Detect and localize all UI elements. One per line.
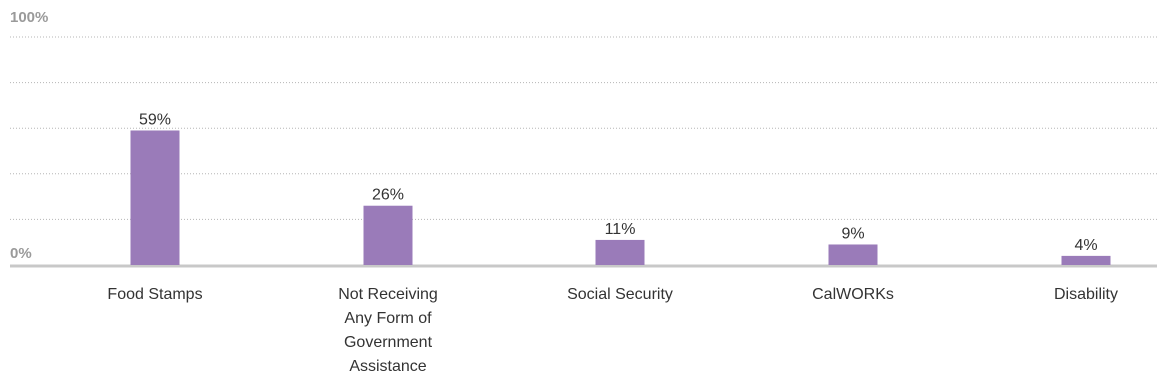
bar bbox=[828, 244, 878, 265]
category-label: Social Security bbox=[567, 286, 673, 303]
data-label: 9% bbox=[841, 225, 864, 242]
category-label: Disability bbox=[1054, 286, 1118, 303]
category-labels: Food Stamps Not Receiving Any Form of Gover… bbox=[107, 286, 1118, 375]
data-labels: 59% 26% 11% 9% 4% bbox=[139, 111, 1098, 253]
y-axis-max-label: 100% bbox=[10, 9, 48, 26]
bar bbox=[130, 130, 180, 265]
category-label: Food Stamps bbox=[107, 286, 202, 303]
bar bbox=[595, 239, 645, 265]
bars bbox=[130, 130, 1111, 265]
data-label: 59% bbox=[139, 111, 171, 128]
category-label: CalWORKs bbox=[812, 286, 894, 303]
bar bbox=[1061, 255, 1111, 265]
data-label: 4% bbox=[1074, 237, 1097, 254]
y-axis-min-label: 0% bbox=[10, 245, 32, 262]
grid-lines bbox=[10, 36, 1157, 268]
data-label: 26% bbox=[372, 187, 404, 204]
data-label: 11% bbox=[605, 221, 636, 238]
category-label: Not Receiving Any Form of Government Assist… bbox=[338, 286, 438, 375]
bar bbox=[363, 205, 413, 265]
